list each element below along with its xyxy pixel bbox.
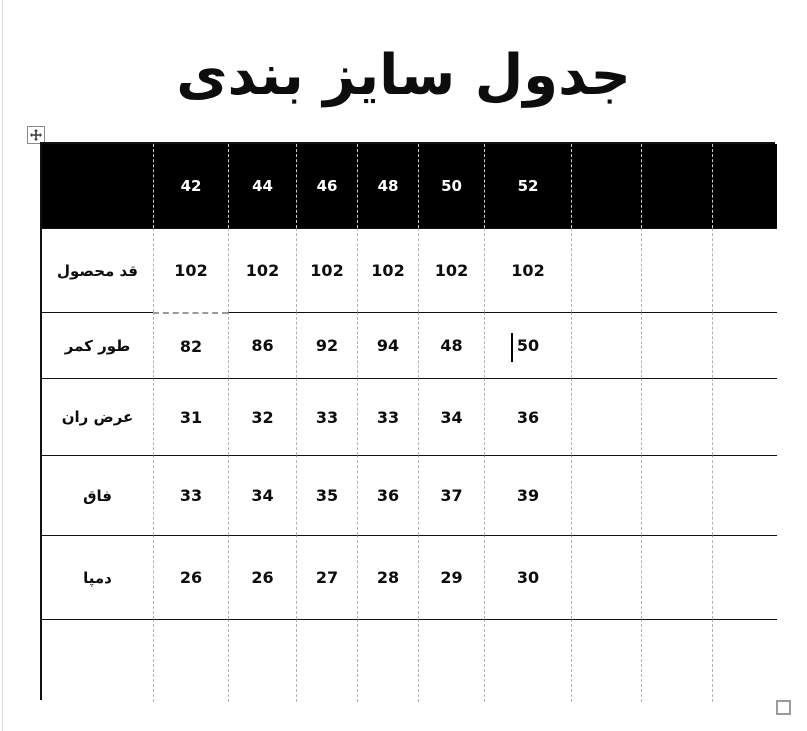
table-cell[interactable]: 102 (228, 228, 296, 312)
table-cell[interactable] (296, 619, 357, 702)
row-label[interactable]: طور کمر (42, 312, 153, 378)
row-label[interactable]: فاق (42, 455, 153, 535)
table-cell[interactable]: 102 (296, 228, 357, 312)
table-cell[interactable] (712, 312, 777, 378)
row-label[interactable]: عرض ران (42, 378, 153, 455)
table-cell[interactable]: 102 (357, 228, 418, 312)
header-cell-size-52[interactable]: 52 (484, 144, 571, 228)
table-cell[interactable]: 36 (357, 455, 418, 535)
page-edge-line (2, 0, 3, 731)
table-cell[interactable]: 102 (484, 228, 571, 312)
table-cell[interactable] (641, 228, 712, 312)
move-cross-icon (30, 126, 42, 145)
header-cell-size-46[interactable]: 46 (296, 144, 357, 228)
table-cell[interactable]: 32 (228, 378, 296, 455)
table-cell[interactable]: 27 (296, 535, 357, 619)
header-cell-size-50[interactable]: 50 (418, 144, 484, 228)
table-cell[interactable]: 33 (296, 378, 357, 455)
table-cell[interactable] (712, 378, 777, 455)
header-cell-size-44[interactable]: 44 (228, 144, 296, 228)
table-cell[interactable] (484, 619, 571, 702)
table-cell[interactable] (641, 535, 712, 619)
row-label[interactable]: قد محصول (42, 228, 153, 312)
table-cell[interactable]: 94 (357, 312, 418, 378)
table-resize-handle[interactable] (776, 700, 791, 715)
table-cell[interactable]: 26 (228, 535, 296, 619)
table-cell[interactable]: 37 (418, 455, 484, 535)
table-cell[interactable] (571, 619, 641, 702)
row-label[interactable] (42, 619, 153, 702)
table-cell[interactable]: 26 (153, 535, 228, 619)
table-cell[interactable] (641, 378, 712, 455)
header-cell-size-42[interactable]: 42 (153, 144, 228, 228)
table-cell[interactable] (228, 619, 296, 702)
table-cell[interactable] (712, 619, 777, 702)
header-cell-empty[interactable] (641, 144, 712, 228)
header-cell-size-48[interactable]: 48 (357, 144, 418, 228)
table-cell[interactable]: 102 (418, 228, 484, 312)
table-cell[interactable]: 36 (484, 378, 571, 455)
table-cell[interactable]: 34 (228, 455, 296, 535)
header-cell-empty[interactable] (571, 144, 641, 228)
table-cell[interactable] (641, 455, 712, 535)
table-cell[interactable] (571, 378, 641, 455)
table-cell[interactable]: 33 (153, 455, 228, 535)
table-cell[interactable]: 48 (418, 312, 484, 378)
table-cell[interactable]: 102 (153, 228, 228, 312)
table-cell[interactable] (712, 455, 777, 535)
table-cell[interactable]: 29 (418, 535, 484, 619)
table-cell[interactable]: 35 (296, 455, 357, 535)
table-cell[interactable] (418, 619, 484, 702)
table-cell[interactable] (712, 228, 777, 312)
table-cell[interactable]: 33 (357, 378, 418, 455)
table-cell[interactable] (571, 535, 641, 619)
table-cell[interactable] (153, 619, 228, 702)
table-cell[interactable]: 28 (357, 535, 418, 619)
table-cell[interactable] (641, 619, 712, 702)
table-cell[interactable]: 34 (418, 378, 484, 455)
table-cell[interactable]: 82 (153, 312, 228, 378)
row-label[interactable]: دمپا (42, 535, 153, 619)
table-cell[interactable]: 50 (484, 312, 571, 378)
size-table: 42 44 46 48 50 52 قد محصول 102 102 102 102 102 102 طو… (40, 142, 777, 702)
table-cell[interactable] (571, 455, 641, 535)
header-cell-empty[interactable] (712, 144, 777, 228)
table-cell[interactable] (712, 535, 777, 619)
text-cursor (511, 333, 513, 362)
table-cell[interactable] (571, 312, 641, 378)
header-cell-empty[interactable] (42, 144, 153, 228)
table-cell[interactable]: 86 (228, 312, 296, 378)
table-cell[interactable]: 39 (484, 455, 571, 535)
table-cell[interactable]: 92 (296, 312, 357, 378)
table-cell[interactable]: 30 (484, 535, 571, 619)
table-cell[interactable]: 31 (153, 378, 228, 455)
table-move-handle[interactable] (27, 126, 45, 144)
table-cell[interactable] (571, 228, 641, 312)
page-title: جدول سایز بندی (176, 43, 631, 108)
table-cell[interactable] (357, 619, 418, 702)
table-cell[interactable] (641, 312, 712, 378)
